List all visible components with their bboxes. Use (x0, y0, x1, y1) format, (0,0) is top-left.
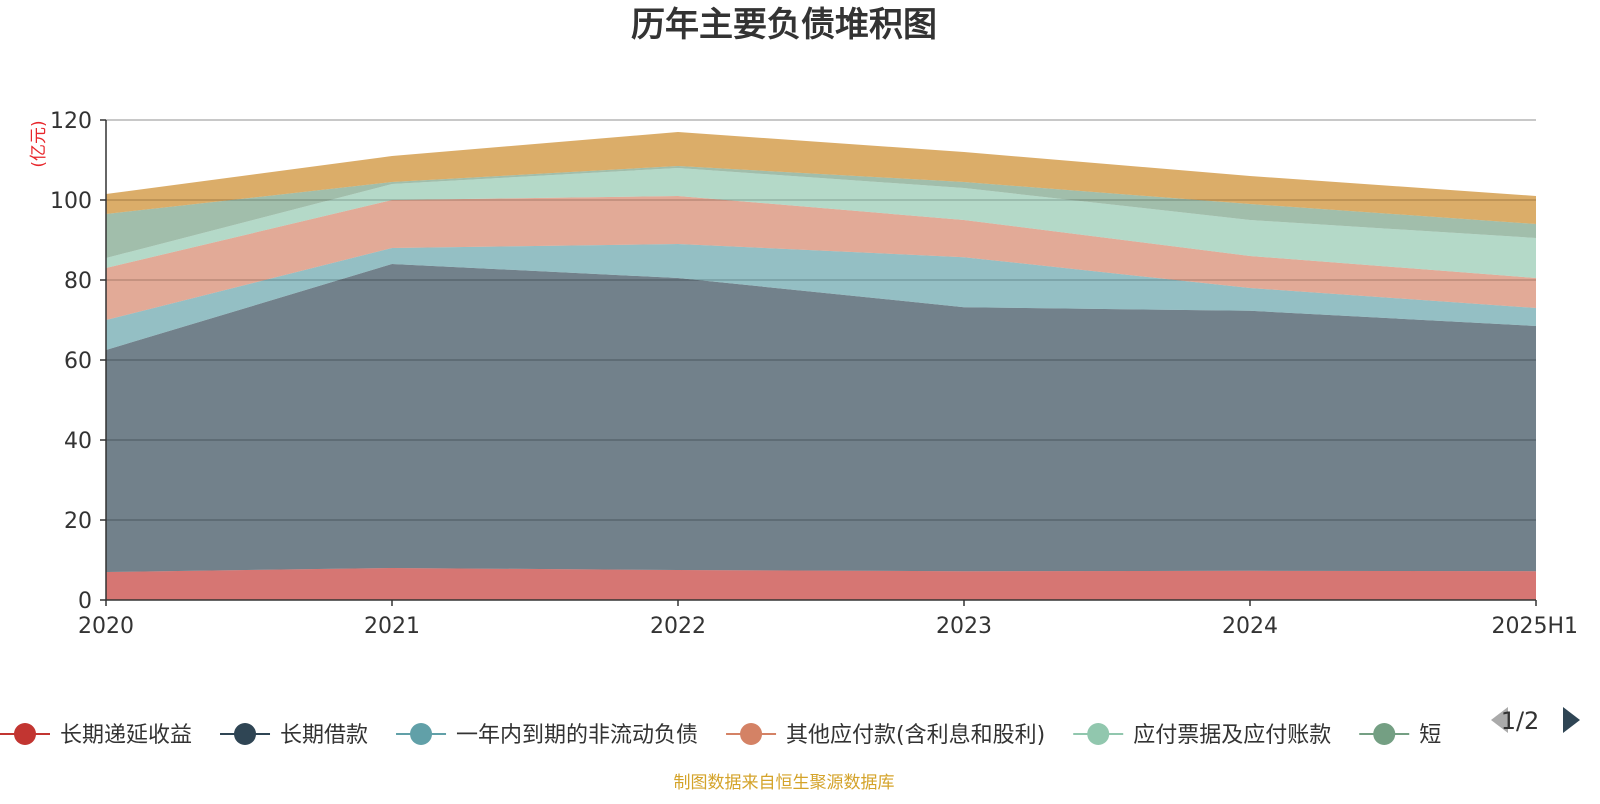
y-tick-label: 0 (78, 589, 92, 614)
area-series (106, 119, 1536, 600)
y-unit-label: (亿元) (29, 120, 49, 167)
y-tick-label: 100 (50, 189, 92, 214)
legend-label: 一年内到期的非流动负债 (456, 723, 698, 748)
y-tick-label: 40 (64, 429, 92, 454)
legend-next-arrow-icon[interactable] (1563, 707, 1580, 733)
area-5[interactable] (106, 166, 1536, 258)
legend-label: 长期借款 (280, 723, 368, 748)
area-2[interactable] (106, 244, 1536, 350)
legend-label: 长期递延收益 (60, 723, 192, 748)
legend-marker-icon (14, 723, 36, 745)
legend-item[interactable]: 一年内到期的非流动负债 (396, 723, 698, 748)
x-tick-label: 2023 (936, 614, 992, 639)
x-tick-label: 2024 (1222, 614, 1278, 639)
x-tick-label: 2020 (78, 614, 134, 639)
legend-marker-icon (234, 723, 257, 745)
legend-marker-icon (410, 723, 433, 745)
x-tick-label: 2021 (364, 614, 420, 639)
legend-label: 短 (1419, 723, 1441, 748)
area-3[interactable] (106, 196, 1536, 320)
y-tick-label: 80 (64, 269, 92, 294)
legend-label: 应付票据及应付账款 (1133, 723, 1331, 748)
legend-item[interactable]: 短 (1359, 723, 1441, 748)
legend-item[interactable]: 长期借款 (220, 723, 368, 748)
chart-title: 历年主要负债堆积图 (631, 5, 937, 45)
legend-marker-icon (740, 723, 763, 745)
legend-item[interactable]: 其他应付款(含利息和股利) (726, 723, 1045, 748)
axes: 0 20 40 60 80 100 120 2020 2021 2022 2023 2024 2025H… (50, 109, 1578, 639)
y-tick-label: 120 (50, 109, 92, 134)
legend-label: 其他应付款(含利息和股利) (786, 723, 1045, 748)
y-tick-label: 60 (64, 349, 92, 374)
legend-marker-icon (1373, 723, 1396, 745)
legend-item[interactable]: 应付票据及应付账款 (1073, 723, 1331, 748)
legend: 长期递延收益 长期借款 一年内到期的非流动负债 其他应付款(含利息和股利) 应付票据及应… (0, 723, 1441, 748)
legend-items: 长期递延收益 长期借款 一年内到期的非流动负债 其他应付款(含利息和股利) 应付票据及应… (0, 723, 1441, 748)
legend-item[interactable]: 长期递延收益 (0, 723, 192, 748)
area-4[interactable] (106, 168, 1536, 278)
y-tick-label: 20 (64, 509, 92, 534)
x-tick-label: 2025H1 (1491, 614, 1578, 639)
source-note: 制图数据来自恒生聚源数据库 (674, 773, 895, 793)
area-1[interactable] (106, 264, 1536, 572)
legend-page-indicator: 1/2 (1501, 707, 1540, 735)
legend-marker-icon (1087, 723, 1110, 745)
legend-pager: 1/2 (1491, 707, 1580, 735)
x-tick-label: 2022 (650, 614, 706, 639)
area-6[interactable] (106, 132, 1536, 224)
legend-prev-arrow-icon[interactable] (1491, 707, 1508, 733)
area-0[interactable] (106, 568, 1536, 600)
